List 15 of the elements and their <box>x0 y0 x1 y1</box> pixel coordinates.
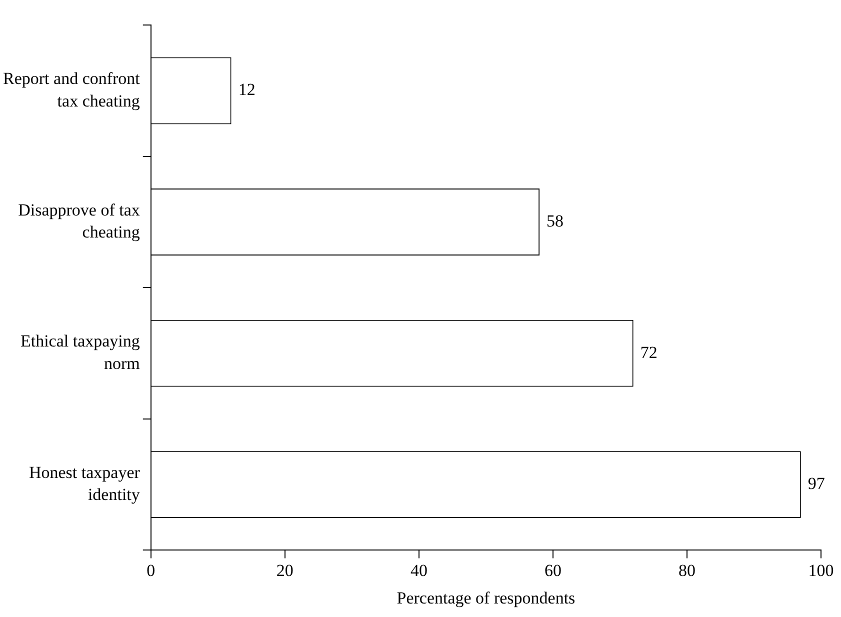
y-tick-label: Report and confront tax cheating <box>3 69 140 110</box>
x-tick-label: 40 <box>410 560 428 580</box>
y-tick-label: Honest taxpayer identity <box>28 462 140 504</box>
data-label: 97 <box>808 474 826 494</box>
x-tick-label: 80 <box>678 560 696 580</box>
x-axis-title: Percentage of respondents <box>396 588 576 608</box>
y-tick-label: Disapprove of tax cheating <box>18 200 140 242</box>
data-label: 72 <box>640 342 658 362</box>
x-tick-label: 60 <box>544 560 562 580</box>
data-label: 12 <box>238 80 256 100</box>
x-tick-label: 0 <box>146 560 156 580</box>
x-tick-label: 20 <box>276 560 294 580</box>
data-label: 58 <box>546 211 564 230</box>
y-tick-label: Ethical taxpaying norm <box>20 332 140 373</box>
x-tick-label: 100 <box>808 560 834 580</box>
